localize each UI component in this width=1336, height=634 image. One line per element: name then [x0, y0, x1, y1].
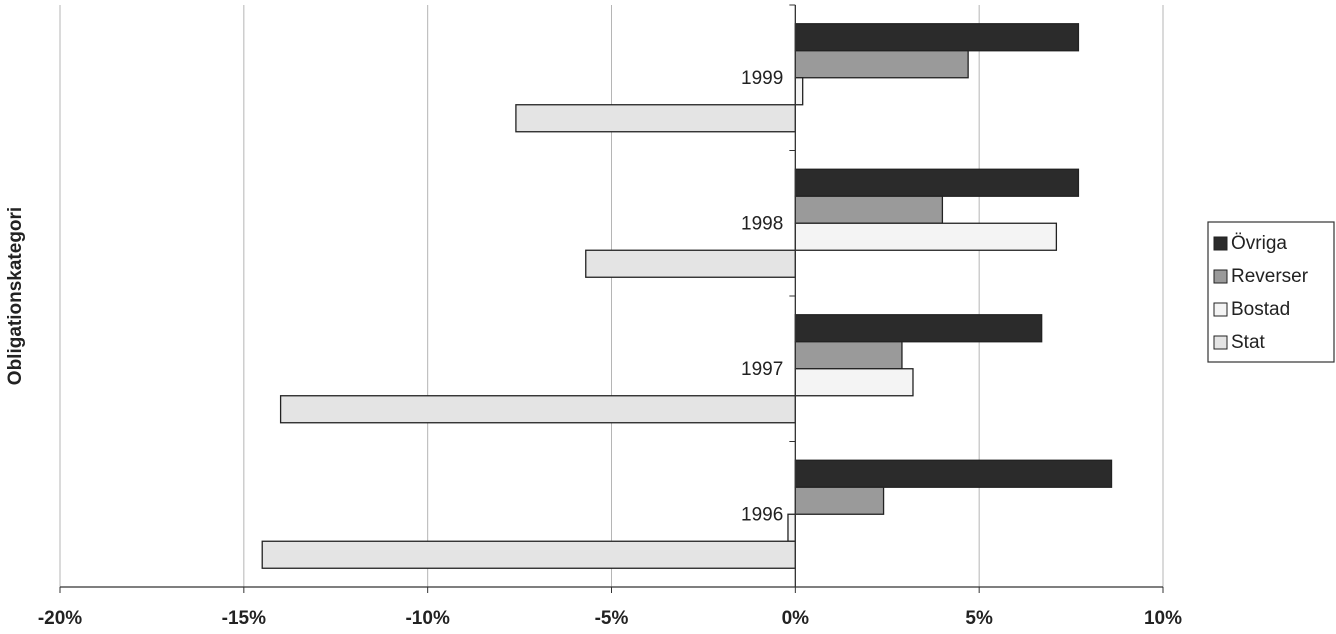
- legend-box: [1207, 221, 1335, 363]
- y-axis-label: Obligationskategori: [5, 207, 26, 385]
- bar: [794, 195, 944, 224]
- bar: [261, 540, 796, 569]
- x-tick-label: -15%: [222, 608, 266, 629]
- x-tick-label: 5%: [965, 608, 993, 629]
- bar: [794, 368, 914, 397]
- bar: [794, 77, 804, 106]
- y-tick-label: 1999: [741, 68, 783, 89]
- bar: [279, 395, 796, 424]
- legend-swatch: [1213, 335, 1228, 350]
- bar: [794, 486, 885, 515]
- bar: [515, 104, 796, 133]
- y-tick-label: 1996: [741, 504, 783, 525]
- x-tick-label: -20%: [38, 608, 82, 629]
- legend-label: Stat: [1231, 332, 1266, 353]
- bar: [794, 314, 1043, 343]
- bar: [794, 222, 1058, 251]
- x-tick-label: 10%: [1144, 608, 1182, 629]
- legend-label: Bostad: [1231, 299, 1290, 320]
- bar: [585, 249, 796, 278]
- bar: [787, 513, 796, 542]
- bar: [794, 459, 1113, 488]
- bar: [794, 23, 1080, 52]
- bar: [794, 50, 969, 79]
- legend-swatch: [1213, 302, 1228, 317]
- bar: [794, 341, 903, 370]
- y-tick-label: 1997: [741, 359, 783, 380]
- legend-label: Övriga: [1231, 233, 1287, 254]
- y-tick-label: 1998: [741, 213, 783, 234]
- x-tick-label: -10%: [405, 608, 449, 629]
- x-tick-label: -5%: [595, 608, 629, 629]
- legend-label: Reverser: [1231, 266, 1309, 287]
- x-tick-label: 0%: [782, 608, 810, 629]
- bar: [794, 168, 1080, 197]
- legend-swatch: [1213, 269, 1228, 284]
- legend-swatch: [1213, 236, 1228, 251]
